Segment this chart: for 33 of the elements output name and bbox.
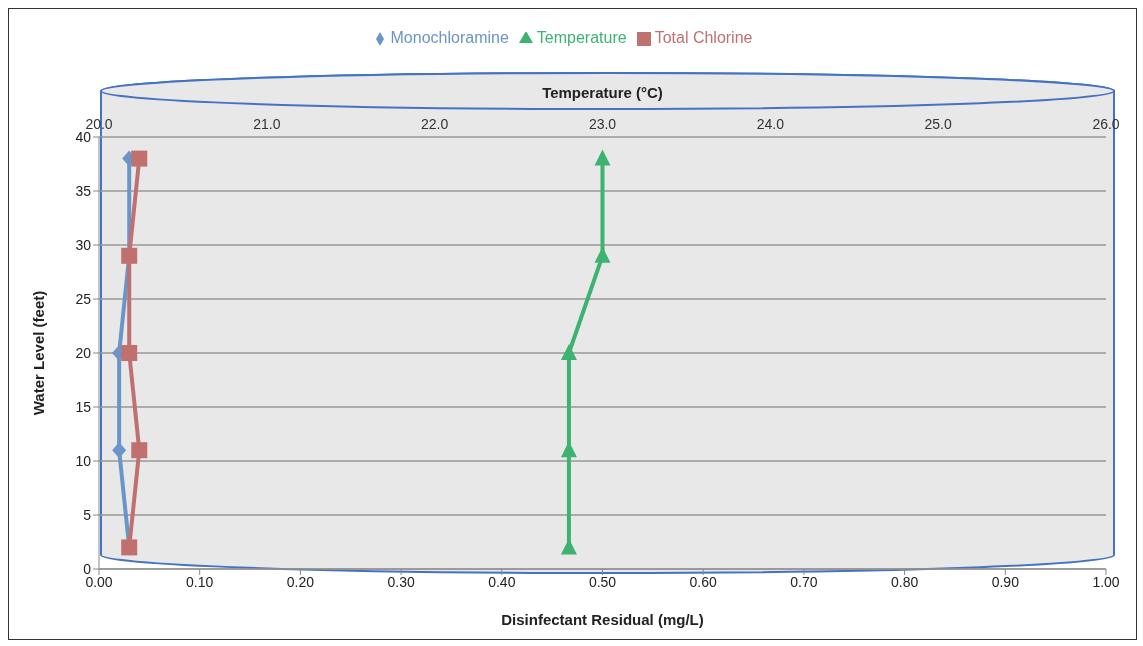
x2-tick-label: 22.0 [421, 116, 449, 132]
x-tick-label: 0.10 [186, 573, 214, 590]
y-tick-label: 10 [75, 452, 92, 469]
point [131, 442, 148, 459]
x-tick-label: 0.50 [588, 573, 617, 590]
point [121, 345, 138, 361]
x-tick-label: 0.80 [890, 573, 919, 590]
y-tick-label: 25 [75, 290, 92, 307]
point [131, 150, 148, 167]
x-tick-label: 0.30 [387, 573, 415, 590]
x2-tick-label: 24.0 [756, 116, 785, 132]
y-tick-label: 30 [75, 236, 92, 253]
x-tick-label: 0.60 [689, 573, 718, 590]
x-tick-label: 0.20 [286, 573, 315, 590]
y-tick-label: 40 [75, 128, 92, 145]
y-tick-label: 35 [75, 182, 92, 199]
legend-label: Monochloramine [390, 29, 509, 46]
y-tick-label: 20 [75, 344, 92, 361]
x-tick-label: 1.00 [1092, 573, 1120, 590]
x2-tick-label: 25.0 [924, 116, 952, 132]
x-tick-label: 0.40 [488, 573, 516, 590]
x-tick-label: 0.90 [991, 573, 1020, 590]
point [112, 442, 127, 459]
x2-tick-label: 21.0 [253, 116, 281, 132]
y-axis-title: Water Level (feet) [30, 290, 48, 416]
y-tick-label: 15 [75, 398, 92, 415]
x-tick-label: 0.70 [790, 573, 818, 590]
legend-label: Temperature [536, 29, 627, 46]
x2-axis-title: Temperature (°C) [542, 83, 663, 101]
x-axis-title: Disinfectant Residual (mg/L) [501, 611, 704, 628]
y-tick-label: 5 [83, 506, 92, 523]
x2-tick-label: 23.0 [588, 116, 617, 132]
legend-label: Total Chlorine [654, 29, 753, 46]
